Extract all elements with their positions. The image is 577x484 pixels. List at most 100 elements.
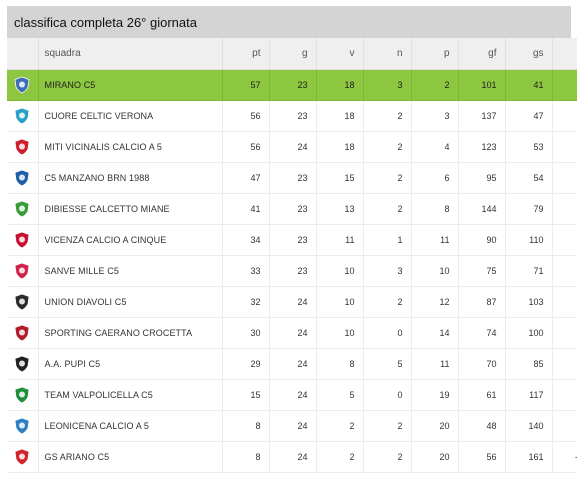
stat-pt: 30 [222,317,270,349]
stat-p: 20 [411,441,459,473]
team-logo-cell [7,100,39,132]
team-name[interactable]: C5 MANZANO BRN 1988 [38,162,223,194]
col-header-gs[interactable]: gs [505,38,553,70]
stat-dr: -20 [552,224,577,256]
table-row[interactable]: C5 MANZANO BRN 198847231526955441 [7,162,577,194]
stat-n: 2 [363,100,412,132]
col-header-p[interactable]: p [411,38,459,70]
stat-pt: 47 [222,162,270,194]
stat-n: 2 [363,162,412,194]
stat-dr: -56 [552,379,577,411]
stat-gf: 56 [458,441,506,473]
stat-g: 23 [269,69,317,101]
col-header-n[interactable]: n [363,38,412,70]
stat-gs: 140 [505,410,553,442]
stat-pt: 15 [222,379,270,411]
team-name[interactable]: UNION DIAVOLI C5 [38,286,223,318]
sanve-mille-logo [14,262,30,279]
stat-v: 10 [316,317,364,349]
stat-dr: 60 [552,69,577,101]
stat-n: 2 [363,441,412,473]
stat-v: 18 [316,100,364,132]
team-name[interactable]: CUORE CELTIC VERONA [38,100,223,132]
table-row[interactable]: SPORTING CAERANO CROCETTA30241001474100-… [7,317,577,349]
team-name[interactable]: DIBIESSE CALCETTO MIANE [38,193,223,225]
vicenza-logo [14,231,30,248]
stat-gf: 144 [458,193,506,225]
team-logo-cell [7,348,39,380]
union-diavoli-logo [14,293,30,310]
table-row[interactable]: SANVE MILLE C533231031075714 [7,255,577,287]
stat-v: 2 [316,410,364,442]
stat-dr: 65 [552,193,577,225]
team-name[interactable]: MIRANO C5 [38,69,223,101]
col-header-g[interactable]: g [269,38,317,70]
stat-g: 24 [269,441,317,473]
valpolicella-logo [14,386,30,403]
stat-gs: 54 [505,162,553,194]
team-name[interactable]: TEAM VALPOLICELLA C5 [38,379,223,411]
stat-pt: 56 [222,131,270,163]
cuore-celtic-logo [14,107,30,124]
col-header-squadra[interactable]: squadra [38,38,223,70]
team-logo-cell [7,162,39,194]
team-name[interactable]: LEONICENA CALCIO A 5 [38,410,223,442]
team-name[interactable]: MITI VICINALIS CALCIO A 5 [38,131,223,163]
stat-n: 3 [363,69,412,101]
standings-title-bar: classifica completa 26° giornata [7,6,571,38]
team-name[interactable]: SANVE MILLE C5 [38,255,223,287]
team-logo-cell [7,379,39,411]
stat-gs: 103 [505,286,553,318]
stat-pt: 8 [222,410,270,442]
table-row[interactable]: DIBIESSE CALCETTO MIANE412313281447965 [7,193,577,225]
stat-p: 6 [411,162,459,194]
mirano-logo [14,76,30,93]
team-logo-cell [7,224,39,256]
manzano-logo [14,169,30,186]
stat-pt: 34 [222,224,270,256]
leonicena-logo [14,417,30,434]
stat-g: 23 [269,193,317,225]
table-row[interactable]: CUORE CELTIC VERONA562318231374790 [7,100,577,132]
team-logo-cell [7,193,39,225]
col-header-dr[interactable]: dr [552,38,577,70]
stat-p: 3 [411,100,459,132]
col-header-gf[interactable]: gf [458,38,506,70]
stat-g: 23 [269,255,317,287]
col-header-v[interactable]: v [316,38,364,70]
stat-v: 10 [316,255,364,287]
team-name[interactable]: SPORTING CAERANO CROCETTA [38,317,223,349]
team-name[interactable]: GS ARIANO C5 [38,441,223,473]
stat-n: 1 [363,224,412,256]
stat-g: 23 [269,162,317,194]
stat-v: 10 [316,286,364,318]
stat-gs: 41 [505,69,553,101]
stat-p: 14 [411,317,459,349]
team-logo-cell [7,410,39,442]
team-logo-cell [7,131,39,163]
team-logo-cell [7,255,39,287]
stat-pt: 56 [222,100,270,132]
col-header-pt[interactable]: pt [222,38,270,70]
stat-n: 2 [363,410,412,442]
table-row[interactable]: MITI VICINALIS CALCIO A 5562418241235370 [7,131,577,163]
stat-p: 4 [411,131,459,163]
stat-dr: -92 [552,410,577,442]
stat-v: 5 [316,379,364,411]
stat-g: 24 [269,379,317,411]
stat-n: 0 [363,379,412,411]
team-logo-cell [7,317,39,349]
standings-panel: classifica completa 26° giornata squadra… [7,6,577,473]
team-name[interactable]: VICENZA CALCIO A CINQUE [38,224,223,256]
stat-g: 24 [269,317,317,349]
table-row[interactable]: MIRANO C5572318321014160 [7,69,577,101]
team-logo-cell [7,286,39,318]
team-name[interactable]: A.A. PUPI C5 [38,348,223,380]
stat-p: 2 [411,69,459,101]
